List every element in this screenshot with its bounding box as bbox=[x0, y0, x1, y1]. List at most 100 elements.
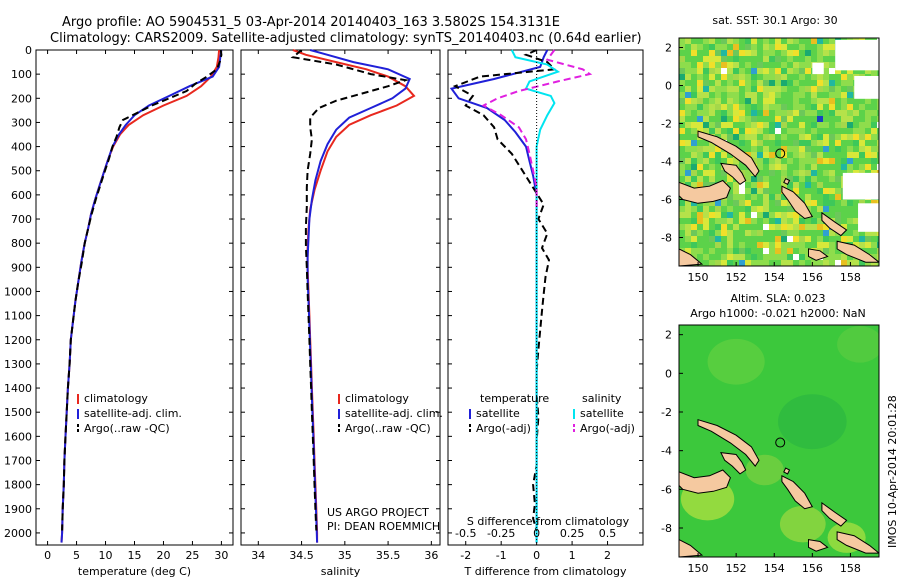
sst-cell bbox=[697, 218, 703, 224]
sst-cell bbox=[763, 254, 769, 260]
sst-cell bbox=[745, 92, 751, 98]
sst-cell bbox=[865, 146, 871, 152]
sst-cell bbox=[793, 152, 799, 158]
sst-cell bbox=[697, 212, 703, 218]
sst-cell bbox=[841, 140, 847, 146]
sst-cell bbox=[847, 122, 853, 128]
sst-cell bbox=[733, 86, 739, 92]
sst-cell bbox=[715, 62, 721, 68]
sst-cell bbox=[697, 242, 703, 248]
sst-cell bbox=[757, 242, 763, 248]
sst-cell bbox=[835, 212, 841, 218]
sst-cell bbox=[691, 122, 697, 128]
sst-cell bbox=[823, 38, 829, 44]
sst-cell bbox=[805, 218, 811, 224]
sst-cell bbox=[715, 224, 721, 230]
sla-anomaly-blob bbox=[779, 505, 826, 543]
sst-cell bbox=[847, 206, 853, 212]
sst-cell bbox=[727, 248, 733, 254]
sst-cell bbox=[793, 212, 799, 218]
sst-cell bbox=[757, 92, 763, 98]
sst-cell bbox=[751, 116, 757, 122]
land-mass bbox=[720, 162, 747, 185]
sst-cell bbox=[841, 98, 847, 104]
sst-cell bbox=[847, 140, 853, 146]
sst-cell bbox=[721, 44, 727, 50]
sst-cell bbox=[793, 182, 799, 188]
sst-cell bbox=[775, 62, 781, 68]
sst-cell bbox=[847, 200, 853, 206]
sst-cell bbox=[781, 80, 787, 86]
sst-cell bbox=[853, 218, 859, 224]
sst-cell bbox=[787, 224, 793, 230]
sst-cell bbox=[697, 158, 703, 164]
sst-cell bbox=[703, 62, 709, 68]
y-tick-label: 500 bbox=[11, 165, 32, 178]
sst-cell bbox=[805, 50, 811, 56]
sst-cell bbox=[703, 212, 709, 218]
sst-cell bbox=[865, 140, 871, 146]
sst-cell bbox=[823, 116, 829, 122]
sst-cell bbox=[763, 248, 769, 254]
sst-cell bbox=[697, 254, 703, 260]
sst-cell bbox=[793, 260, 799, 266]
sst-cell bbox=[805, 44, 811, 50]
sst-cell bbox=[811, 122, 817, 128]
sst-cell bbox=[703, 116, 709, 122]
sst-cell bbox=[835, 122, 841, 128]
sst-cell bbox=[823, 170, 829, 176]
sst-cell bbox=[721, 152, 727, 158]
sst-cell bbox=[805, 62, 811, 68]
sst-cell bbox=[781, 104, 787, 110]
land-mass bbox=[783, 467, 791, 475]
sst-cell bbox=[691, 116, 697, 122]
sst-cell bbox=[775, 176, 781, 182]
map-frame bbox=[678, 37, 880, 267]
sst-cell bbox=[829, 200, 835, 206]
sst-cell bbox=[787, 104, 793, 110]
sst-cell bbox=[703, 260, 709, 266]
sst-cell bbox=[757, 74, 763, 80]
land-mass bbox=[808, 248, 829, 261]
sst-cell bbox=[799, 158, 805, 164]
sst-cell bbox=[679, 170, 685, 176]
sst-cell bbox=[727, 98, 733, 104]
sst-cell bbox=[781, 122, 787, 128]
sst-cell bbox=[811, 218, 817, 224]
sst-cell bbox=[763, 206, 769, 212]
sst-cell bbox=[859, 68, 865, 74]
sst-cell bbox=[841, 218, 847, 224]
sst-cell bbox=[757, 248, 763, 254]
sst-cell bbox=[835, 74, 841, 80]
sst-cell bbox=[793, 128, 799, 134]
sst-cell bbox=[727, 116, 733, 122]
sst-cell bbox=[769, 128, 775, 134]
sst-cell bbox=[751, 62, 757, 68]
land-mass bbox=[679, 469, 731, 494]
sst-cell bbox=[745, 122, 751, 128]
sst-cell bbox=[685, 104, 691, 110]
series-line-2 bbox=[61, 49, 223, 531]
sla-anomaly-blob bbox=[837, 326, 879, 363]
sst-cell bbox=[763, 224, 769, 230]
sst-cell bbox=[775, 134, 781, 140]
sst-cell bbox=[763, 104, 769, 110]
legend-label: climatology bbox=[345, 392, 409, 405]
sst-cell bbox=[817, 194, 823, 200]
x-tick-label: 34.5 bbox=[289, 549, 314, 562]
sst-cell bbox=[775, 188, 781, 194]
map-frame bbox=[678, 324, 880, 558]
y-tick-label: 300 bbox=[11, 116, 32, 129]
sst-cell bbox=[781, 98, 787, 104]
sst-cell bbox=[763, 242, 769, 248]
sst-cell bbox=[877, 122, 879, 128]
sst-cell bbox=[721, 158, 727, 164]
sst-cell bbox=[697, 116, 703, 122]
sst-cell bbox=[709, 122, 715, 128]
sst-cell bbox=[811, 206, 817, 212]
sst-cell bbox=[691, 56, 697, 62]
sst-cell bbox=[727, 110, 733, 116]
sst-cell bbox=[847, 92, 853, 98]
sst-cell bbox=[691, 38, 697, 44]
sst-cell bbox=[877, 110, 879, 116]
